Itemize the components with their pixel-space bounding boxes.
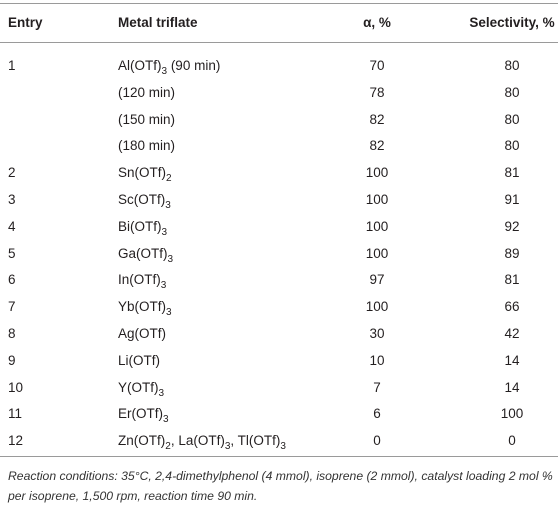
entry-cell: 4 (8, 218, 16, 234)
selectivity-cell: 80 (504, 111, 520, 127)
footnote: Reaction conditions: 35°C, 2,4-dimethylp… (8, 469, 553, 503)
alpha-cell: 78 (369, 84, 385, 100)
metal-cell: (120 min) (118, 84, 175, 102)
subscript: 3 (163, 414, 169, 426)
alpha-cell: 100 (365, 165, 389, 181)
entry-cell: 12 (8, 433, 24, 449)
header-cell: Selectivity, % (469, 15, 555, 30)
metal-cell: Ga(OTf)3 (118, 245, 174, 265)
alpha-cell: 30 (369, 326, 385, 341)
formula-text: Zn(OTf) (118, 433, 166, 449)
alpha-cell: 7 (373, 379, 381, 395)
entry-cell: 7 (8, 299, 16, 315)
metal-cell: Ag(OTf) (118, 325, 166, 343)
entry-cell: 6 (8, 272, 16, 288)
formula-text: Li(OTf) (118, 352, 160, 368)
selectivity-cell: 92 (504, 218, 520, 234)
selectivity-cell: 14 (504, 352, 520, 368)
alpha-cell: 100 (365, 299, 389, 315)
metal-cell: Bi(OTf)3 (118, 218, 168, 238)
formula-text: (180 min) (118, 138, 176, 154)
formula-text: (150 min) (118, 111, 176, 127)
header-cell: α, % (363, 15, 391, 30)
metal-cell: Y(OTf)3 (118, 379, 165, 399)
subscript: 3 (158, 387, 165, 399)
alpha-cell: 97 (369, 272, 385, 288)
entry-cell: 1 (8, 58, 16, 73)
metal-cell: Sc(OTf)3 (118, 191, 171, 211)
selectivity-cell: 89 (504, 245, 520, 261)
entry-cell: 2 (8, 165, 16, 181)
formula-text: Sc(OTf) (118, 192, 166, 207)
formula-text: Ga(OTf) (118, 245, 168, 261)
formula-text: Er(OTf) (118, 406, 163, 422)
alpha-cell: 100 (365, 218, 389, 234)
subscript: 3 (161, 66, 168, 77)
entry-cell: 11 (8, 406, 23, 422)
metal-cell: Yb(OTf)3 (118, 298, 172, 319)
formula-text: (90 min) (167, 58, 221, 73)
alpha-cell: 100 (365, 192, 389, 207)
header-cell: Metal triflate (118, 15, 198, 30)
metal-cell: Al(OTf)3 (90 min) (118, 57, 221, 77)
subscript: 2 (165, 441, 171, 453)
metal-cell: (150 min) (118, 111, 175, 129)
entry-cell: 8 (8, 326, 16, 341)
alpha-cell: 82 (369, 138, 385, 154)
entry-cell: 3 (8, 192, 16, 207)
formula-text: Bi(OTf) (118, 218, 162, 234)
formula-text: Ag(OTf) (118, 326, 167, 341)
metal-cell: Li(OTf) (118, 352, 160, 370)
selectivity-cell: 42 (504, 326, 520, 341)
subscript: 3 (224, 441, 231, 453)
alpha-cell: 0 (373, 433, 381, 449)
selectivity-cell: 100 (500, 406, 524, 422)
subscript: 3 (167, 253, 174, 265)
subscript: 3 (160, 280, 167, 292)
top-rule (0, 3, 558, 4)
selectivity-cell: 80 (504, 84, 520, 100)
subscript: 2 (166, 173, 172, 185)
header-rule (0, 42, 558, 43)
subscript: 3 (166, 307, 172, 319)
entry-cell: 9 (8, 352, 16, 368)
selectivity-cell: 0 (508, 433, 516, 449)
metal-cell: (180 min) (118, 137, 175, 155)
selectivity-cell: 80 (504, 138, 520, 154)
entry-cell: 5 (8, 245, 16, 261)
selectivity-cell: 14 (504, 379, 520, 395)
selectivity-cell: 81 (504, 165, 520, 181)
formula-text: Al(OTf) (118, 58, 162, 73)
metal-cell: Er(OTf)3 (118, 405, 169, 426)
selectivity-cell: 80 (504, 58, 520, 73)
metal-cell: Zn(OTf)2, La(OTf)3, Tl(OTf)3 (118, 432, 286, 453)
alpha-cell: 82 (369, 111, 385, 127)
subscript: 3 (280, 441, 286, 453)
header-cell: Entry (8, 15, 43, 30)
formula-text: Y(OTf) (118, 379, 159, 395)
alpha-cell: 6 (373, 406, 381, 422)
bottom-rule (0, 456, 558, 457)
metal-cell: In(OTf)3 (118, 271, 167, 292)
selectivity-cell: 81 (504, 272, 520, 288)
selectivity-cell: 66 (504, 299, 520, 315)
formula-text: In(OTf) (118, 272, 161, 288)
formula-text: Yb(OTf) (118, 299, 167, 315)
formula-text: Sn(OTf) (118, 165, 167, 181)
formula-text: , Tl(OTf) (230, 433, 281, 449)
alpha-cell: 70 (369, 58, 385, 73)
alpha-cell: 100 (365, 245, 389, 261)
formula-text: (120 min) (118, 84, 176, 100)
formula-text: , La(OTf) (170, 433, 225, 449)
subscript: 3 (161, 226, 168, 238)
metal-cell: Sn(OTf)2 (118, 164, 172, 185)
subscript: 3 (165, 200, 171, 211)
entry-cell: 10 (8, 379, 24, 395)
selectivity-cell: 91 (504, 192, 520, 207)
alpha-cell: 10 (369, 352, 385, 368)
